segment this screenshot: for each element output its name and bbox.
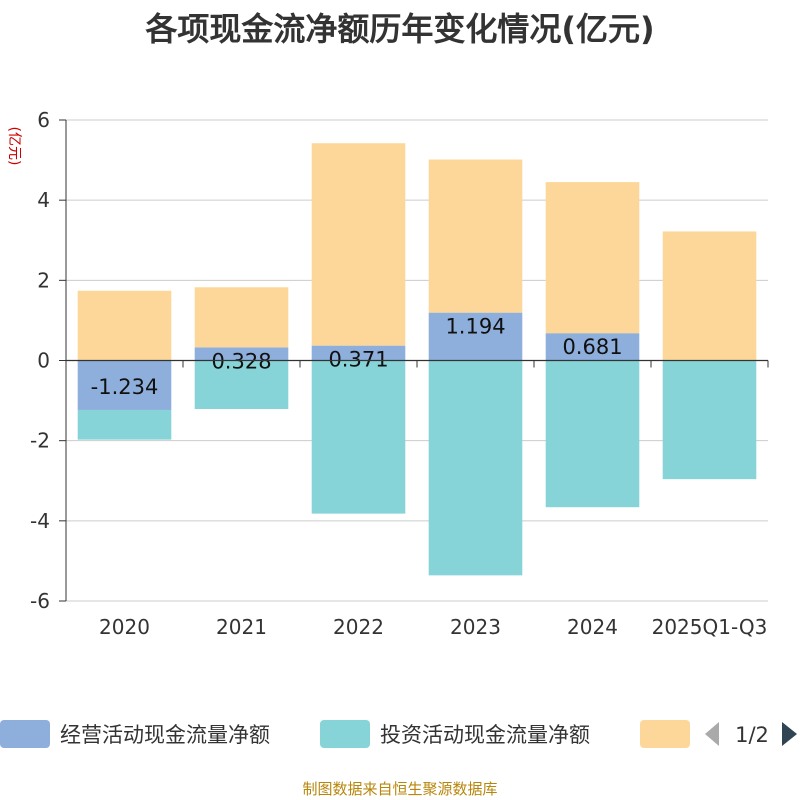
y-tick-label: -4 bbox=[30, 509, 50, 533]
x-tick-label: 2024 bbox=[567, 615, 618, 639]
legend-page-indicator: 1/2 bbox=[735, 723, 769, 747]
y-tick-label: 0 bbox=[37, 349, 50, 373]
bar-s2-2020[interactable] bbox=[77, 409, 172, 440]
bar-s2-2023[interactable] bbox=[428, 360, 523, 576]
legend-label[interactable]: 投资活动现金流量净额 bbox=[380, 723, 590, 747]
legend-swatch[interactable] bbox=[640, 720, 690, 748]
x-tick-label: 2025Q1-Q3 bbox=[652, 615, 768, 639]
bar-s3-2024[interactable] bbox=[545, 182, 640, 334]
data-label: 0.371 bbox=[328, 348, 388, 372]
bar-s3-2021[interactable] bbox=[194, 287, 289, 348]
x-tick-label: 2020 bbox=[99, 615, 150, 639]
data-label: 1.194 bbox=[445, 315, 505, 339]
bar-s3-2023[interactable] bbox=[428, 159, 523, 313]
bar-s3-2020[interactable] bbox=[77, 290, 172, 361]
bar-s1-2020[interactable] bbox=[77, 360, 172, 410]
data-label: 0.328 bbox=[211, 349, 271, 373]
legend-swatch[interactable] bbox=[0, 720, 50, 748]
y-tick-label: 6 bbox=[37, 108, 50, 132]
y-tick-label: 4 bbox=[37, 188, 50, 212]
bar-s3-2022[interactable] bbox=[311, 143, 406, 346]
legend-label[interactable]: 经营活动现金流量净额 bbox=[60, 723, 270, 747]
y-tick-label: -2 bbox=[30, 429, 50, 453]
bar-s1-2023[interactable] bbox=[428, 312, 523, 361]
bar-s1-2021[interactable] bbox=[194, 347, 289, 361]
legend-prev-icon[interactable] bbox=[705, 722, 719, 746]
y-tick-label: 2 bbox=[37, 268, 50, 292]
bar-s3-2025Q1-Q3[interactable] bbox=[662, 231, 757, 361]
x-tick-label: 2023 bbox=[450, 615, 501, 639]
y-axis-title: (亿元) bbox=[6, 127, 22, 166]
bar-s2-2021[interactable] bbox=[194, 360, 289, 410]
bar-s2-2025Q1-Q3[interactable] bbox=[662, 360, 757, 480]
bar-s2-2024[interactable] bbox=[545, 360, 640, 508]
bar-s1-2022[interactable] bbox=[311, 345, 406, 361]
data-label: 0.681 bbox=[562, 335, 622, 359]
chart-title: 各项现金流净额历年变化情况(亿元) bbox=[145, 10, 655, 48]
bar-s2-2022[interactable] bbox=[311, 360, 406, 514]
legend-swatch[interactable] bbox=[320, 720, 370, 748]
x-tick-label: 2021 bbox=[216, 615, 267, 639]
bar-s1-2024[interactable] bbox=[545, 333, 640, 361]
data-label: -1.234 bbox=[91, 375, 159, 399]
legend-next-icon[interactable] bbox=[782, 722, 797, 746]
source-footer: 制图数据来自恒生聚源数据库 bbox=[302, 780, 498, 798]
y-tick-label: -6 bbox=[30, 589, 50, 613]
x-tick-label: 2022 bbox=[333, 615, 384, 639]
